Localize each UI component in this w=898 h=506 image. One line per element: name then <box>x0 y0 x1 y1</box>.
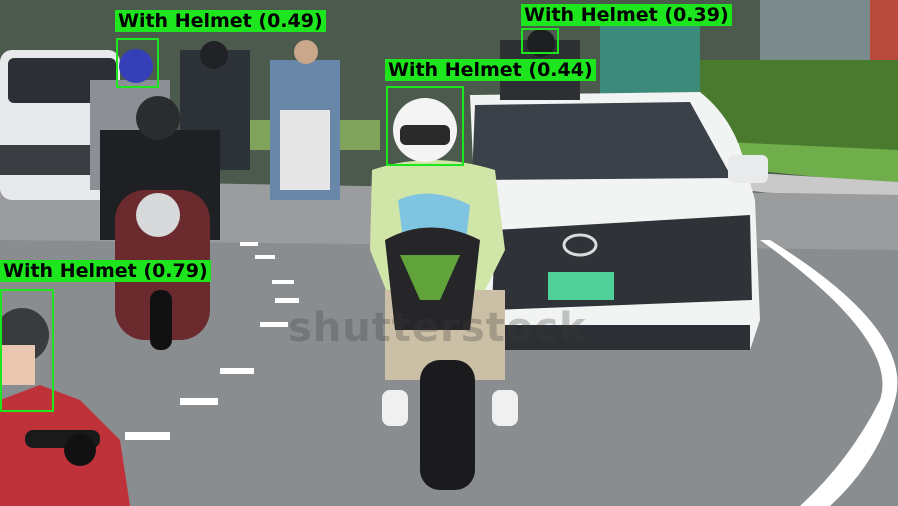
detection-label: With Helmet (0.39) <box>521 4 732 26</box>
detection-confidence: (0.49) <box>258 10 323 32</box>
detection-box <box>0 289 54 412</box>
detection-confidence: (0.39) <box>664 4 729 26</box>
rider-dark-helmet <box>100 96 220 350</box>
detection-box <box>386 86 464 166</box>
detection-box <box>521 28 559 54</box>
lane-line-curve <box>760 240 898 506</box>
detection-class: With Helmet <box>3 260 137 282</box>
rider-red-jacket <box>0 308 130 506</box>
license-plate <box>548 272 614 300</box>
watermark: shutterstock <box>288 305 587 351</box>
detection-confidence: (0.79) <box>143 260 208 282</box>
detection-class: With Helmet <box>524 4 658 26</box>
detection-label: With Helmet (0.79) <box>0 260 211 282</box>
detection-box <box>116 38 159 88</box>
detection-class: With Helmet <box>388 59 522 81</box>
detection-class: With Helmet <box>118 10 252 32</box>
lane-dashes <box>125 242 299 440</box>
main-rider <box>370 98 518 490</box>
detection-label: With Helmet (0.49) <box>115 10 326 32</box>
detection-confidence: (0.44) <box>528 59 593 81</box>
detection-label: With Helmet (0.44) <box>385 59 596 81</box>
toyota-logo <box>562 233 598 257</box>
white-car-center <box>470 92 768 350</box>
